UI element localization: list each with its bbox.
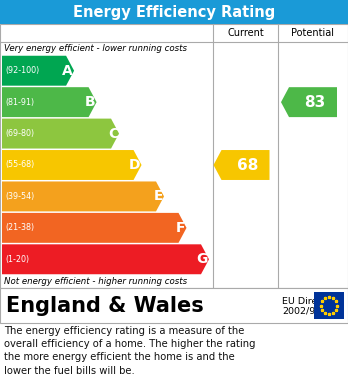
Bar — [314, 292, 344, 319]
Text: Potential: Potential — [292, 28, 334, 38]
Polygon shape — [2, 213, 187, 243]
Text: (81-91): (81-91) — [5, 98, 34, 107]
Text: D: D — [129, 158, 141, 172]
Bar — [0, 24, 348, 288]
Text: (21-38): (21-38) — [5, 223, 34, 232]
Text: F: F — [176, 221, 185, 235]
Text: 2002/91/EC: 2002/91/EC — [282, 306, 337, 315]
Text: (55-68): (55-68) — [5, 160, 34, 170]
Polygon shape — [2, 56, 74, 86]
Text: G: G — [197, 252, 208, 266]
Text: (39-54): (39-54) — [5, 192, 34, 201]
Text: Not energy efficient - higher running costs: Not energy efficient - higher running co… — [4, 277, 187, 286]
Polygon shape — [214, 150, 269, 180]
Text: Very energy efficient - lower running costs: Very energy efficient - lower running co… — [4, 44, 187, 53]
Text: England & Wales: England & Wales — [6, 296, 204, 316]
Text: 68: 68 — [237, 158, 258, 172]
Text: The energy efficiency rating is a measure of the
overall efficiency of a home. T: The energy efficiency rating is a measur… — [4, 326, 255, 376]
Polygon shape — [2, 87, 97, 117]
Text: 83: 83 — [304, 95, 326, 109]
Polygon shape — [281, 87, 337, 117]
Polygon shape — [2, 118, 119, 149]
Polygon shape — [2, 181, 164, 212]
Text: Energy Efficiency Rating: Energy Efficiency Rating — [73, 5, 275, 20]
Text: (1-20): (1-20) — [5, 255, 29, 264]
Text: E: E — [153, 189, 163, 203]
Text: EU Directive: EU Directive — [282, 297, 340, 306]
Text: Current: Current — [227, 28, 264, 38]
Text: B: B — [85, 95, 96, 109]
Text: (92-100): (92-100) — [5, 66, 39, 75]
Bar — [0, 288, 348, 323]
Text: (69-80): (69-80) — [5, 129, 34, 138]
Text: A: A — [62, 64, 73, 78]
Bar — [0, 0, 348, 24]
Polygon shape — [2, 150, 142, 180]
Text: C: C — [108, 127, 118, 141]
Polygon shape — [2, 244, 209, 274]
